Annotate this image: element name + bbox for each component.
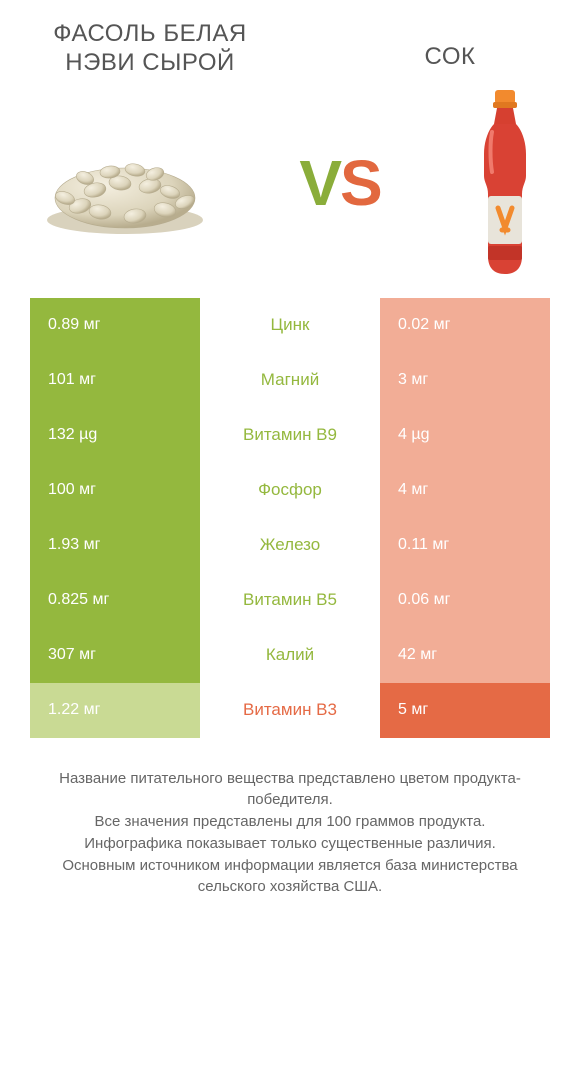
value-right: 42 мг [380,628,550,683]
table-row: 100 мгФосфор4 мг [30,463,550,518]
footer-line: Все значения представлены для 100 граммо… [30,811,550,833]
table-row: 307 мгКалий42 мг [30,628,550,683]
value-right: 0.02 мг [380,298,550,353]
title-left: ФАСОЛЬ БЕЛАЯ НЭВИ СЫРОЙ [30,20,270,78]
hero-row: VS [0,78,580,298]
footer-line: Основным источником информации является … [30,855,550,899]
table-row: 0.89 мгЦинк0.02 мг [30,298,550,353]
value-right: 0.11 мг [380,518,550,573]
value-right: 4 мг [380,463,550,518]
nutrient-label: Фосфор [200,463,380,518]
titles-row: ФАСОЛЬ БЕЛАЯ НЭВИ СЫРОЙ СОК [0,0,580,78]
value-left: 1.93 мг [30,518,200,573]
value-left: 1.22 мг [30,683,200,738]
vs-label: VS [299,146,380,220]
value-left: 0.825 мг [30,573,200,628]
nutrient-label: Витамин B3 [200,683,380,738]
title-right: СОК [350,43,550,78]
value-left: 132 µg [30,408,200,463]
value-right: 4 µg [380,408,550,463]
comparison-table: 0.89 мгЦинк0.02 мг101 мгМагний3 мг132 µg… [0,298,580,738]
value-left: 307 мг [30,628,200,683]
footer-notes: Название питательного вещества представл… [0,768,580,919]
nutrient-label: Магний [200,353,380,408]
table-row: 101 мгМагний3 мг [30,353,550,408]
table-row: 0.825 мгВитамин B50.06 мг [30,573,550,628]
value-left: 0.89 мг [30,298,200,353]
nutrient-label: Витамин B5 [200,573,380,628]
vs-s: S [340,147,381,219]
footer-line: Название питательного вещества представл… [30,768,550,812]
footer-line: Инфографика показывает только существенн… [30,833,550,855]
nutrient-label: Цинк [200,298,380,353]
nutrient-label: Железо [200,518,380,573]
value-right: 5 мг [380,683,550,738]
bottle-image [470,88,540,278]
beans-image [40,128,210,238]
table-row: 132 µgВитамин B94 µg [30,408,550,463]
value-left: 100 мг [30,463,200,518]
value-left: 101 мг [30,353,200,408]
nutrient-label: Витамин B9 [200,408,380,463]
nutrient-label: Калий [200,628,380,683]
vs-v: V [299,147,340,219]
table-row: 1.93 мгЖелезо0.11 мг [30,518,550,573]
value-right: 0.06 мг [380,573,550,628]
value-right: 3 мг [380,353,550,408]
table-row: 1.22 мгВитамин B35 мг [30,683,550,738]
